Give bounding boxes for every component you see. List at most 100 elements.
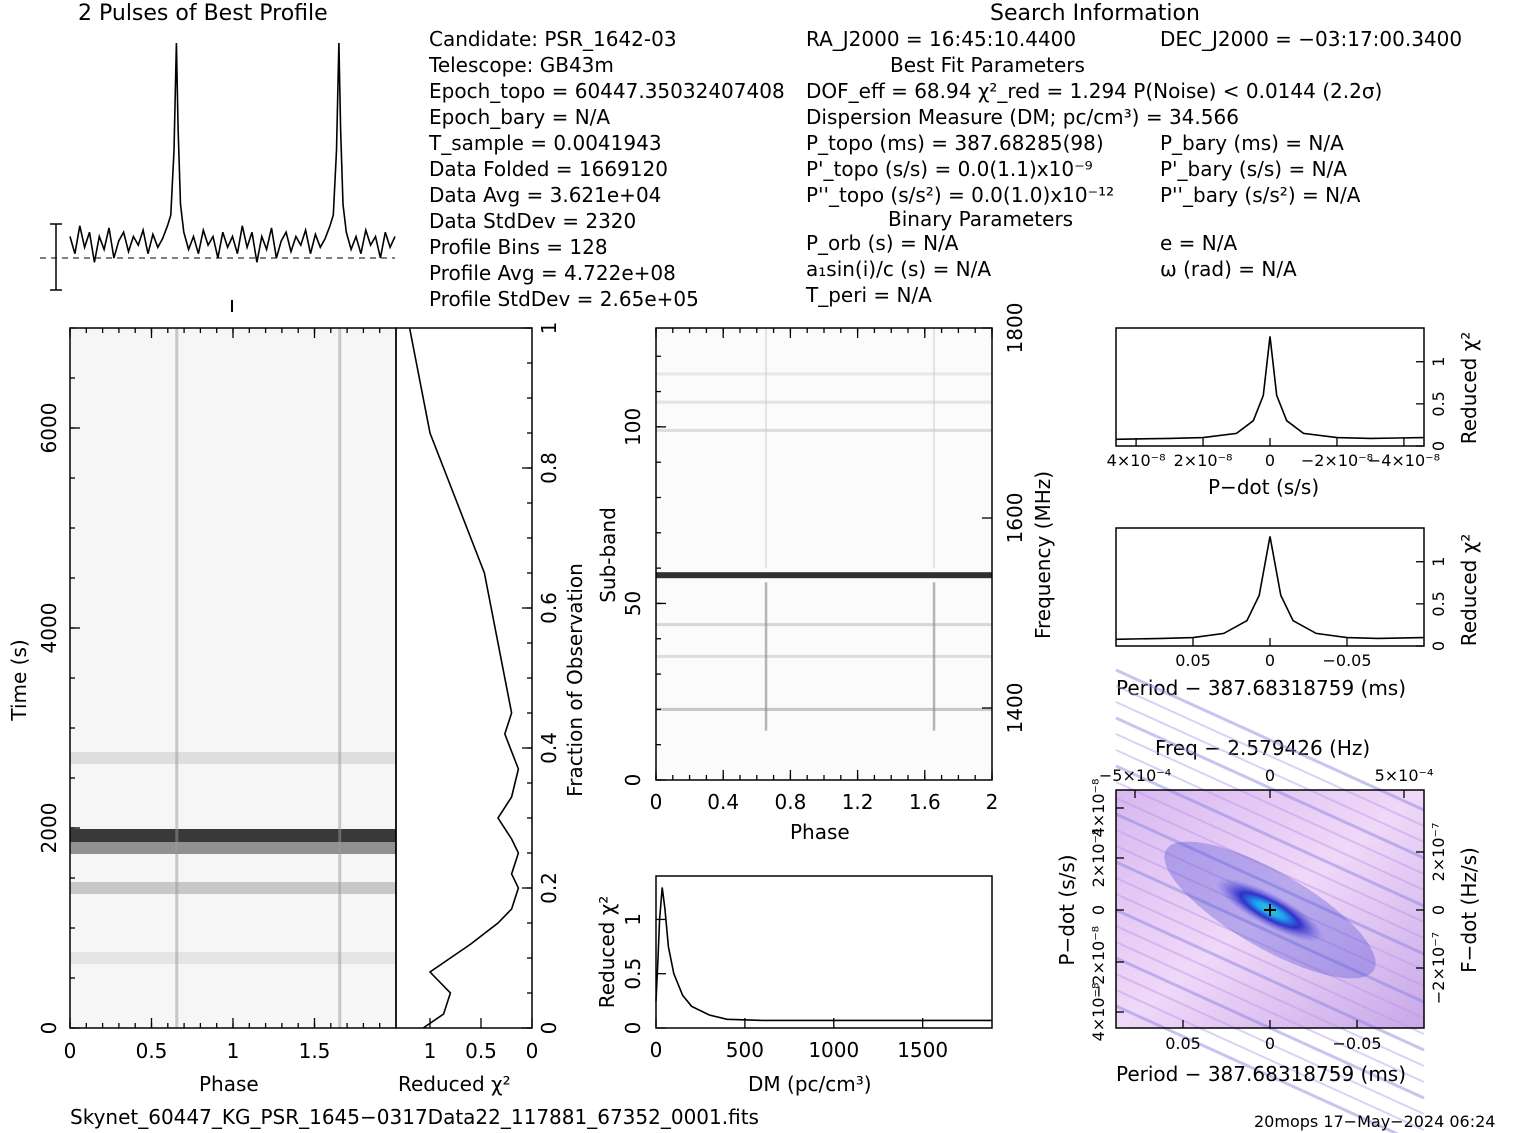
col2-line-8: T_peri = N/A [805,283,932,307]
redchi-time-plot: 1 0.5 0 0 0.2 0.4 0.6 0.8 1 Reduced χ² Fraction … [395,322,587,1096]
pd-ytick-2: 1 [1429,357,1448,367]
col3-line-0: DEC_J2000 = −03:17:00.3400 [1160,27,1462,51]
rt-ytick-3: 0.6 [537,592,561,624]
sb-ytick-2: 100 [621,408,645,446]
col3-line-2: P'_bary (s/s) = N/A [1160,157,1347,181]
col3-line-1: P_bary (ms) = N/A [1160,131,1344,155]
period-chi-plot: 0.05 0 −0.05 0 0.5 1 Period − 387.68318759 (m… [1115,527,1481,700]
pd-xlabel: P−dot (s/s) [1208,475,1319,499]
pp-ytick-1: −2×10⁻⁸ [1089,926,1108,998]
sb-row-band-1 [656,707,992,711]
pd-xtick-2: 0 [1265,451,1275,470]
col1-line-5: Data Folded = 1669120 [429,157,668,181]
profile-plot [40,42,396,312]
dm-ytick-1: 0.5 [621,958,645,990]
pp-ytick-2: 0 [1089,905,1108,915]
sb-y2tick-0: 1400 [1003,683,1027,734]
col2-line-0: RA_J2000 = 16:45:10.4400 [806,27,1076,51]
col2-line-4: P'_topo (s/s) = 0.0(1.1)x10⁻⁹ [806,157,1093,181]
sb-y2tick-1: 1600 [1003,493,1027,544]
profile-title: 2 Pulses of Best Profile [78,1,328,26]
sb-row-band-4 [656,428,992,432]
col2-line-7: a₁sin(i)/c (s) = N/A [806,257,991,281]
col1-line-3: Epoch_bary = N/A [429,105,610,129]
pd-xtick-3: −2×10⁻⁸ [1301,451,1373,470]
dm-curve [655,887,992,1022]
col2-line-2: Dispersion Measure (DM; pc/cm³) = 34.566 [806,105,1239,129]
tp-row-band-2 [70,882,396,894]
pd-ytick-0: 0 [1429,441,1448,451]
binary-params-title: Binary Parameters [888,207,1073,231]
tp-row-band-3 [70,752,396,764]
col1-line-9: Profile Avg = 4.722e+08 [429,261,676,285]
pe-xtick-1: 0 [1265,651,1275,670]
pe-ytick-2: 1 [1429,557,1448,567]
col1-line-6: Data Avg = 3.621e+04 [429,183,661,207]
pe-ytick-0: 0 [1429,641,1448,651]
pp-xtick-1: 0 [1265,1034,1275,1053]
sb-row-band-5 [656,400,992,404]
tp-xtick-0: 0 [64,1039,77,1063]
sb-row-band-3 [656,623,992,627]
pp-xtick-0: 0.05 [1165,1034,1201,1053]
col1-line-0: Candidate: PSR_1642-03 [429,27,677,51]
sb-ytick-0: 0 [621,774,645,787]
sb-xtick-2: 0.8 [774,790,806,814]
info-column-3: DEC_J2000 = −03:17:00.3400 P_bary (ms) = … [1160,27,1462,281]
pp-ylabel: P−dot (s/s) [1055,854,1079,965]
pp-xtick-2: −0.05 [1332,1034,1381,1053]
pe-xtick-0: 0.05 [1175,651,1211,670]
tp-ylabel: Time (s) [7,639,31,721]
pd-xtick-1: 2×10⁻⁸ [1174,451,1233,470]
tp-ytick-2: 4000 [37,603,61,654]
pp-ytick-3: 2×10⁻⁸ [1089,829,1108,888]
pp-x2tick-2: 5×10⁻⁴ [1375,766,1434,785]
footer-stamp: 20mops 17−May−2024 06:24 [1254,1112,1495,1131]
sb-xtick-1: 0.4 [707,790,739,814]
sb-row-band-6 [656,372,992,376]
best-fit-title: Best Fit Parameters [890,53,1085,77]
tp-xtick-3: 1.5 [299,1039,331,1063]
period-curve [1115,536,1425,641]
pp-y2tick-1: 0 [1429,905,1448,915]
tp-ytick-1: 2000 [37,803,61,854]
footer-filename: Skynet_60447_KG_PSR_1645−0317Data22_1178… [70,1105,759,1129]
pd-xtick-0: 4×10⁻⁸ [1107,451,1166,470]
col3-line-3: P''_bary (s/s²) = N/A [1160,183,1361,207]
sb-y2tick-2: 1800 [1003,303,1027,354]
dm-ytick-2: 1 [621,913,645,926]
pp-y2tick-2: −2×10⁻⁷ [1429,932,1448,1004]
rt-ytick-1: 0.2 [537,872,561,904]
sb-row-band-0 [656,572,992,579]
pp-ytick-4: 4×10⁻⁸ [1089,779,1108,838]
dm-ytick-0: 0 [621,1022,645,1035]
rt-ytick-0: 0 [537,1022,561,1035]
sb-row-band-2 [656,654,992,658]
dm-xtick-0: 0 [650,1038,663,1062]
col3-line-5: ω (rad) = N/A [1160,257,1297,281]
sb-y2label: Frequency (MHz) [1031,471,1055,639]
rt-ytick-5: 1 [537,322,561,335]
col1-line-4: T_sample = 0.0041943 [428,131,662,155]
dm-xtick-3: 1500 [897,1038,948,1062]
dm-ylabel: Reduced χ² [595,896,619,1009]
dm-xlabel: DM (pc/cm³) [748,1072,872,1096]
tp-ytick-3: 6000 [37,403,61,454]
tp-xlabel: Phase [199,1072,259,1096]
pp-x2tick-1: 0 [1265,766,1275,785]
tp-xtick-1: 0.5 [136,1039,168,1063]
sb-ylabel: Sub-band [596,507,620,603]
rt-xtick-1: 0.5 [465,1039,497,1063]
col1-line-7: Data StdDev = 2320 [429,209,636,233]
col2-line-1: DOF_eff = 68.94 χ²_red = 1.294 P(Noise) … [806,79,1382,103]
pp-title: Freq − 2.579426 (Hz) [1155,736,1370,760]
sb-xtick-3: 1.2 [842,790,874,814]
rt-xlabel: Reduced χ² [398,1072,511,1096]
tp-row-band-1 [70,842,396,854]
pp-xlabel: Period − 387.68318759 (ms) [1116,1062,1406,1086]
pp-y2label: F−dot (Hz/s) [1457,847,1481,973]
time-phase-plot: 0 0.5 1 1.5 0 2000 4000 6000 Phase Time (s) [7,327,397,1096]
dm-xtick-1: 500 [726,1038,764,1062]
